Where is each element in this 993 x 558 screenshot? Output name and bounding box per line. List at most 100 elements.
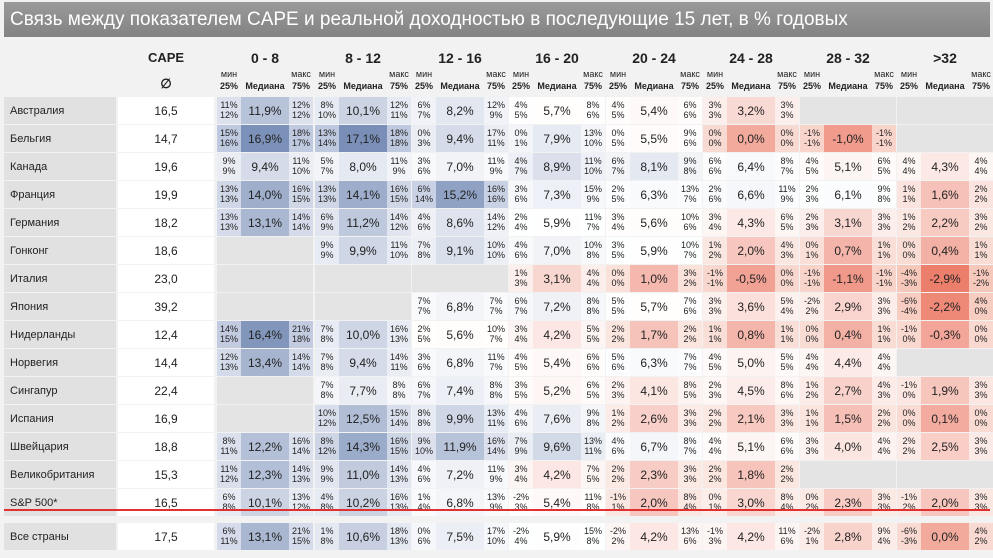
min-label-5: мин [706, 69, 724, 79]
quartile-high: 14% 12% [484, 209, 508, 236]
p75-value: 14% [389, 418, 408, 428]
table-row-country: Гонконг [4, 237, 116, 264]
p25-value: 7% [320, 166, 334, 176]
quartile-low: 7% 8% [315, 377, 339, 404]
quartile-low: 4% 6% [606, 433, 630, 460]
quartile-low: -1% 2% [897, 489, 921, 516]
quartile-low: 0% 0% [897, 237, 921, 264]
max-label-0: макс [291, 69, 311, 79]
quartile-high: 13% 11% [581, 433, 605, 460]
p75-value: 14% [291, 222, 310, 232]
min-value: 1% [611, 408, 625, 418]
p25-value: 10% [414, 446, 433, 456]
p25-value: 14% [317, 138, 336, 148]
median-value: 14,0% [241, 181, 289, 208]
max-value: 8% [586, 100, 600, 110]
quartile-low: 6% 14% [412, 181, 436, 208]
quartile-low: 0% 6% [412, 523, 436, 550]
empty-cell [217, 265, 313, 292]
quartile-low: -1% 1% [606, 489, 630, 516]
quartile-high: 14% 14% [289, 349, 313, 376]
quartile-high: 9% 6% [678, 125, 702, 152]
quartile-high: 4% 2% [969, 523, 993, 550]
p25-value: 7% [514, 166, 528, 176]
quartile-low: 6% 7% [606, 153, 630, 180]
quartile-low: 6% 7% [509, 293, 533, 320]
max-value: 14% [291, 352, 310, 362]
min-value: 0% [902, 408, 916, 418]
quartile-low: 6% 9% [315, 209, 339, 236]
p75-value: 13% [389, 502, 408, 512]
median-value: 7,7% [339, 377, 387, 404]
max-value: 4% [780, 240, 794, 250]
p75-value: 4% [877, 536, 891, 546]
table-row-cape: 12,4 [118, 321, 214, 348]
p25-value: 2% [902, 222, 916, 232]
p75-label-1: 75% [389, 81, 408, 91]
min-value: 13% [317, 128, 336, 138]
median-value: 9,9% [436, 405, 484, 432]
quartile-high: 16% 16% [484, 181, 508, 208]
p25-value: 12% [219, 110, 238, 120]
median-value: 12,2% [241, 433, 289, 460]
median-value: 4,0% [824, 433, 872, 460]
quartile-low: 3% 6% [412, 349, 436, 376]
max-value: 13% [486, 492, 505, 502]
p75-value: 7% [683, 446, 697, 456]
p25-value: -3% [900, 278, 917, 288]
min-value: 4% [611, 100, 625, 110]
median-value: 4,5% [727, 377, 775, 404]
max-value: 21% [291, 324, 310, 334]
max-value: 11% [778, 184, 796, 194]
quartile-high: 16% 14% [289, 433, 313, 460]
p25-value: -1% [706, 278, 723, 288]
quartile-high: 10% 8% [581, 237, 605, 264]
max-value: 13% [583, 436, 602, 446]
quartile-high: 8% 8% [581, 293, 605, 320]
min-value: 4% [805, 352, 819, 362]
min-value: 3% [611, 240, 625, 250]
p25-value: 6% [708, 194, 722, 204]
quartile-high: 18% 13% [387, 523, 411, 550]
p25-value: 3% [514, 278, 528, 288]
p25-value: 4% [708, 446, 722, 456]
min-value: 1% [708, 240, 722, 250]
quartile-low: 4% 8% [315, 489, 339, 516]
max-label-5: макс [777, 69, 797, 79]
max-value: 9% [586, 408, 600, 418]
quartile-low: 9% 9% [315, 237, 339, 264]
quartile-high: 6% 6% [581, 349, 605, 376]
min-value: 4% [805, 156, 819, 166]
quartile-low: 0% 1% [703, 489, 727, 516]
empty-cell [315, 293, 411, 320]
min-value: 0% [805, 324, 819, 334]
max-value: 3% [877, 296, 891, 306]
median-value: 7,0% [533, 237, 581, 264]
p25-value: 2% [611, 418, 625, 428]
quartile-low: 0% 0% [703, 125, 727, 152]
quartile-high: 3% 3% [969, 433, 993, 460]
max-value: 11% [487, 156, 505, 166]
median-value: 3,1% [824, 209, 872, 236]
min-value: 6% [222, 492, 236, 502]
median-value: 4,1% [630, 377, 678, 404]
quartile-low: 1% 2% [703, 237, 727, 264]
median-value: 11,9% [436, 433, 484, 460]
cape-return-table: CAPE ∅ 0 - 8 мин 25% Медиана макс 75% 8 - 12 мин 2… [0, 40, 993, 558]
quartile-low: 0% 0% [606, 265, 630, 292]
min-value: 2% [708, 408, 722, 418]
table-row-country: S&P 500* [4, 489, 116, 516]
max-value: 21% [291, 526, 310, 536]
p25-value: 1% [514, 138, 528, 148]
quartile-low: 2% 2% [897, 433, 921, 460]
table-row-cape: 16,5 [118, 97, 214, 124]
min-value: -2% [803, 526, 820, 536]
quartile-high: 13% 9% [484, 489, 508, 516]
empty-cell [897, 461, 993, 488]
quartile-low: 3% 4% [606, 209, 630, 236]
p75-value: 11% [390, 110, 408, 120]
p75-value: 5% [683, 390, 697, 400]
p25-value: 5% [417, 334, 431, 344]
p75-value: 3% [974, 390, 988, 400]
quartile-high: 15% 8% [581, 523, 605, 550]
